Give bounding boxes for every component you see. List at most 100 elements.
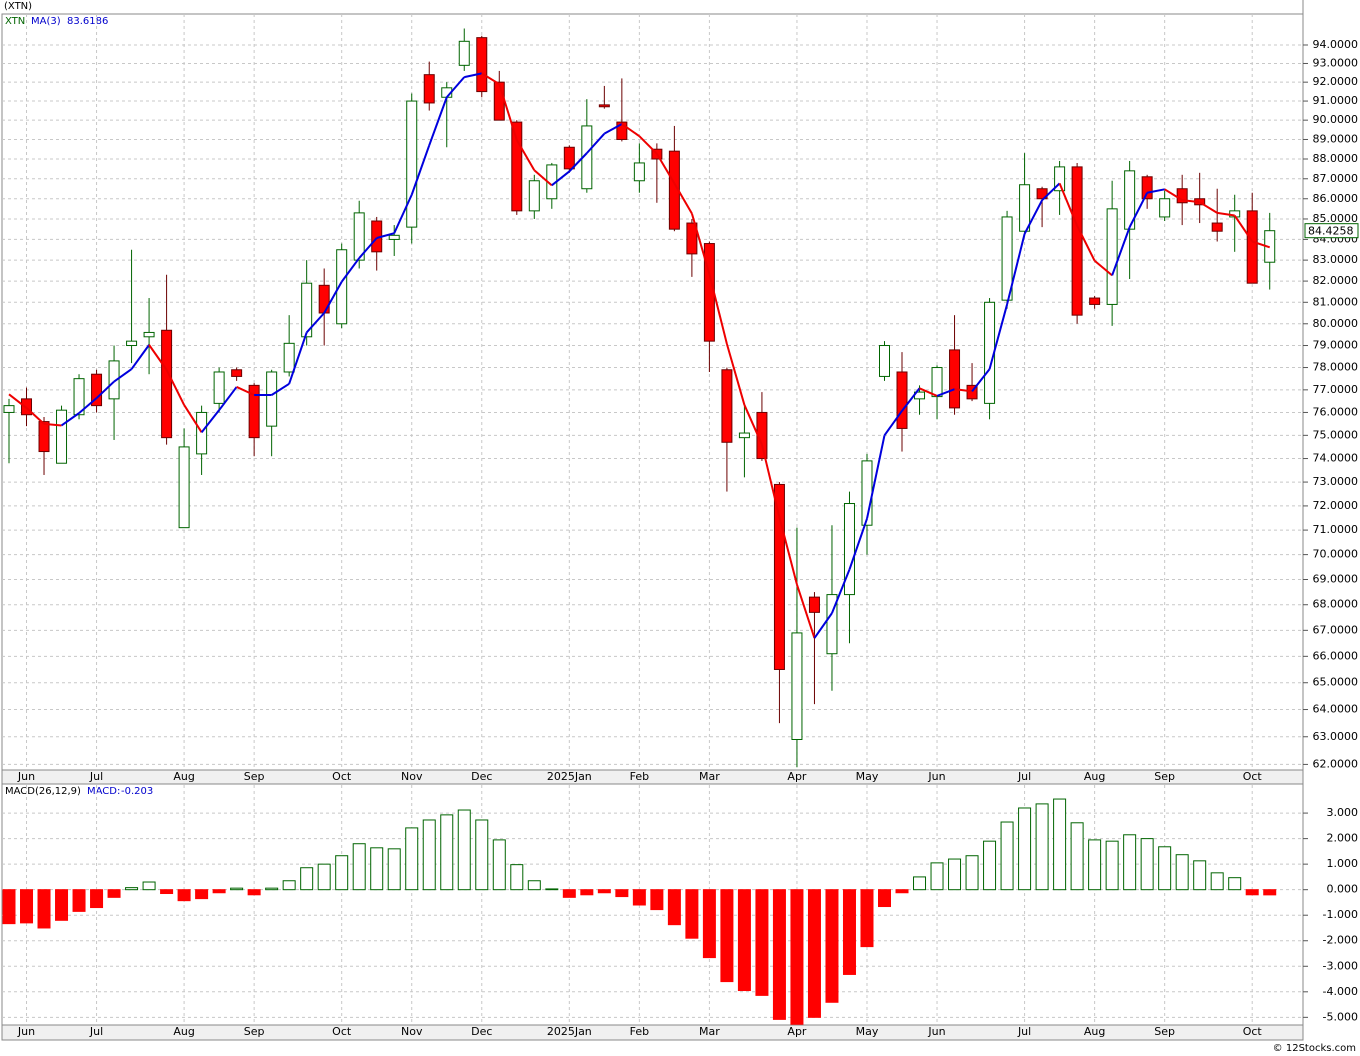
y-tick-label: 73.0000 <box>1313 475 1359 488</box>
ma-line <box>410 144 431 196</box>
ma-line <box>638 135 658 155</box>
macd-bar <box>545 888 559 891</box>
ma-line <box>43 422 62 427</box>
candle-body <box>1176 188 1188 204</box>
candle-body <box>598 104 610 108</box>
candle-body <box>1246 210 1258 284</box>
ma-line <box>603 123 623 135</box>
candle-body <box>843 503 855 596</box>
candle-body <box>161 329 173 439</box>
ma-line <box>340 257 361 283</box>
y-tick-label: 92.0000 <box>1313 75 1359 88</box>
macd-bar <box>965 855 979 891</box>
y-tick-label: -4.000 <box>1323 985 1358 998</box>
y-tick-label: 85.0000 <box>1313 212 1359 225</box>
ma-line <box>1076 225 1096 262</box>
ma-line <box>743 404 763 445</box>
candle-body <box>38 421 50 453</box>
macd-bar <box>317 863 331 891</box>
macd-bar <box>20 889 34 924</box>
macd-bar <box>107 889 121 898</box>
y-tick-label: 87.0000 <box>1313 172 1359 185</box>
footer: © 12Stocks.com <box>1273 1043 1356 1054</box>
candle-body <box>896 371 908 429</box>
candle-body <box>248 384 260 439</box>
ma-line <box>183 404 203 433</box>
x-tick-label: Dec <box>471 1025 492 1038</box>
candle-body <box>616 121 628 140</box>
macd-bar <box>755 889 769 996</box>
candle-body <box>511 121 523 212</box>
macd-bar <box>55 889 69 921</box>
ma-line <box>78 397 98 414</box>
ma-line <box>866 435 886 519</box>
ma-line <box>673 182 693 214</box>
macd-bar <box>632 889 646 906</box>
ma-line <box>1058 182 1079 227</box>
macd-bar <box>983 840 997 891</box>
macd-bar <box>825 889 839 1003</box>
candle-body <box>808 596 820 613</box>
y-tick-label: 94.0000 <box>1313 38 1359 51</box>
ma-line <box>848 518 868 570</box>
y-tick-label: 78.0000 <box>1313 361 1359 374</box>
macd-bar <box>510 864 524 891</box>
y-tick-label: 69.0000 <box>1313 572 1359 585</box>
macd-bar <box>352 843 366 891</box>
candle-body <box>773 483 785 670</box>
ma-line <box>725 343 746 406</box>
ma-line <box>1182 199 1200 204</box>
macd-bar <box>300 867 314 891</box>
macd-bar <box>160 889 174 895</box>
candle-body <box>1019 184 1031 232</box>
x-tick-label: Jun <box>927 1025 945 1038</box>
ma-label: MA(3) <box>31 16 61 27</box>
macd-bar <box>807 889 821 1018</box>
ma-line <box>551 170 570 187</box>
x-axis-band <box>1 1024 1304 1041</box>
ma-line <box>971 368 991 393</box>
candle-body <box>231 369 243 377</box>
ma-line <box>60 412 80 427</box>
macd-bar <box>527 880 541 891</box>
candle-body <box>178 446 190 529</box>
macd-bar <box>457 809 471 891</box>
candle-body <box>1001 216 1013 301</box>
candle-body <box>1106 208 1118 305</box>
macd-bar <box>860 889 874 948</box>
candle-body <box>493 81 505 121</box>
candle-body <box>108 360 120 400</box>
macd-bar <box>282 880 296 891</box>
ma-line <box>813 612 833 639</box>
ma-line <box>288 332 308 385</box>
macd-bar <box>615 889 629 898</box>
macd-bar <box>1245 889 1259 896</box>
macd-bar <box>580 889 594 896</box>
y-tick-label: 67.0000 <box>1313 623 1359 636</box>
candle-body <box>563 146 575 170</box>
y-tick-label: 62.0000 <box>1313 757 1359 770</box>
ma-line <box>464 72 482 79</box>
candle-body <box>879 345 890 377</box>
ma-line <box>481 72 500 85</box>
macd-bar <box>1175 854 1189 891</box>
candle-body <box>931 367 943 398</box>
candle-body <box>126 340 138 347</box>
macd-bar <box>1140 838 1154 891</box>
ma-line <box>568 152 588 173</box>
macd-bar <box>492 839 506 891</box>
x-tick-label: Aug <box>1084 770 1105 783</box>
x-tick-label: Feb <box>630 770 649 783</box>
y-tick-label: 66.0000 <box>1313 649 1359 662</box>
candle-body <box>949 349 961 409</box>
y-tick-label: -1.000 <box>1323 908 1358 921</box>
candle-body <box>721 369 733 443</box>
macd-bar <box>1158 846 1172 891</box>
macd-bar <box>440 814 454 891</box>
ma-line <box>883 410 903 436</box>
x-tick-label: Nov <box>401 770 423 783</box>
ma-line <box>795 584 816 639</box>
candle-body <box>73 378 85 416</box>
macd-bar <box>230 887 244 891</box>
macd-bar <box>475 819 489 891</box>
